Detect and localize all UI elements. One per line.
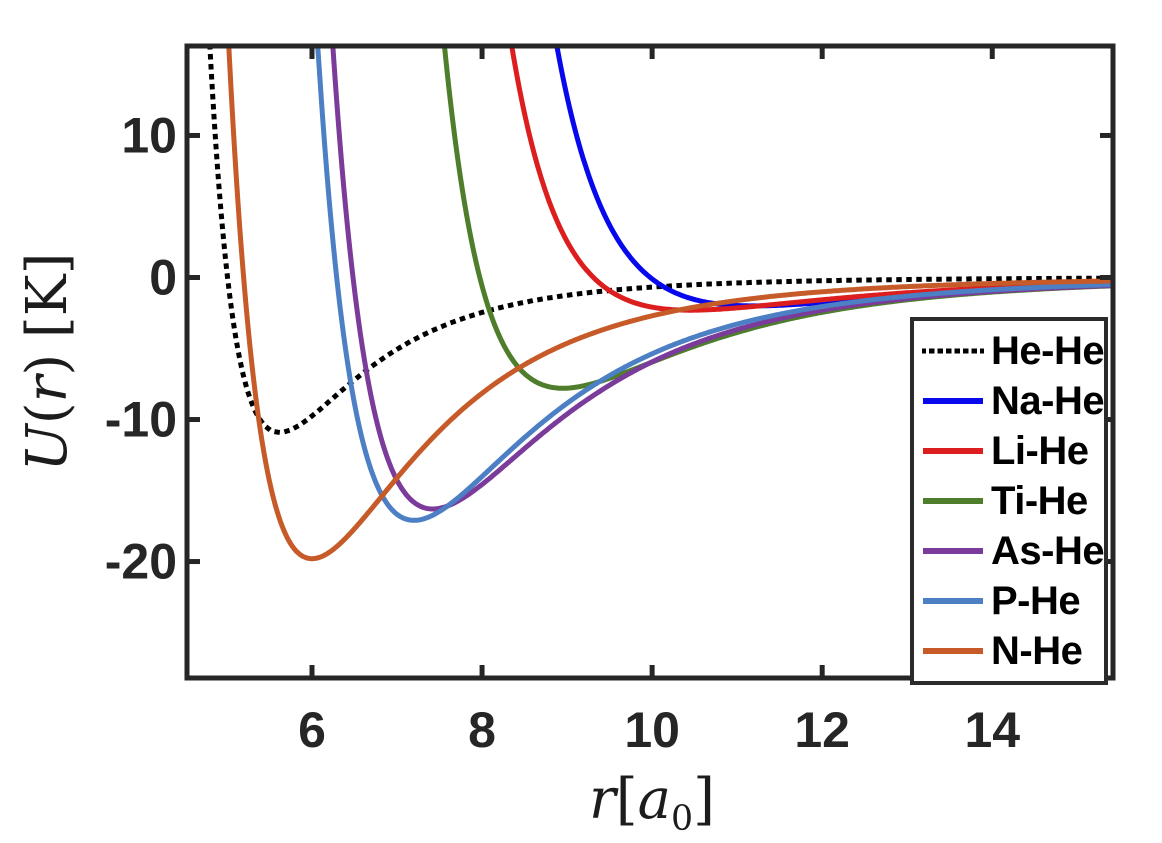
legend-swatch-p-he-line <box>923 598 983 604</box>
y-axis-label-argument: r <box>15 375 80 403</box>
legend-entry-as-he: As-He <box>922 527 1105 575</box>
x-tick-label: 6 <box>298 702 326 758</box>
y-axis-label-symbol: U <box>15 424 80 472</box>
legend-entry-na-he: Na-He <box>922 377 1105 425</box>
y-tick-label: -20 <box>105 534 177 590</box>
legend-label: Ti-He <box>991 479 1088 523</box>
x-axis-label-unit: a <box>637 767 672 832</box>
curves-group <box>207 46 1113 562</box>
legend-label: P-He <box>991 579 1081 623</box>
legend-label: Na-He <box>991 379 1105 423</box>
legend-swatch-he-he-line <box>922 348 984 354</box>
y-axis-label: U(r) [K] <box>15 253 80 472</box>
x-axis-label-bracket-close: ] <box>693 767 715 832</box>
legend-label: He-He <box>991 329 1105 373</box>
y-axis-label-paren-open: ( <box>15 402 80 425</box>
legend-entry-p-he: P-He <box>922 577 1102 625</box>
y-tick-label: -10 <box>105 392 177 448</box>
y-axis-label-unit: [K] <box>15 252 80 339</box>
legend-swatch-as-he-line <box>923 548 983 554</box>
legend-label: N-He <box>991 629 1083 673</box>
legend-label: As-He <box>991 529 1105 573</box>
y-tick-label: 0 <box>149 249 177 305</box>
legend-swatch-ti-he-line <box>923 498 983 504</box>
x-tick-label: 10 <box>624 702 680 758</box>
x-tick-label: 12 <box>794 702 850 758</box>
legend-entry-n-he: N-He <box>922 627 1102 675</box>
x-tick-label: 14 <box>964 702 1020 758</box>
legend-entry-ti-he: Ti-He <box>922 477 1102 525</box>
x-axis-label: r[a0] <box>589 772 715 837</box>
x-tick-label: 8 <box>468 702 496 758</box>
curve-p-he <box>315 46 1113 523</box>
y-tick-label: 10 <box>121 107 177 163</box>
legend-label: Li-He <box>991 429 1089 473</box>
x-axis-label-subscript: 0 <box>671 799 694 840</box>
x-axis-label-symbol: r <box>589 767 616 832</box>
legend-swatch-li-he-line <box>923 448 983 454</box>
legend-swatch-n-he-line <box>923 648 983 654</box>
curve-n-he <box>226 46 1113 562</box>
legend-entry-li-he: Li-He <box>922 427 1102 475</box>
x-axis-label-bracket-open: [ <box>615 767 638 832</box>
tick-labels-group: 6 8 10 12 14 10 0 -10 -20 <box>105 107 1021 758</box>
legend: He-He Na-He Li-He Ti-He As-He P-He N-He <box>910 317 1108 685</box>
curve-he-he <box>207 46 1113 435</box>
y-axis-label-paren-close: ) <box>15 353 80 376</box>
legend-swatch-na-he-line <box>923 398 983 404</box>
legend-entry-he-he: He-He <box>922 327 1105 375</box>
